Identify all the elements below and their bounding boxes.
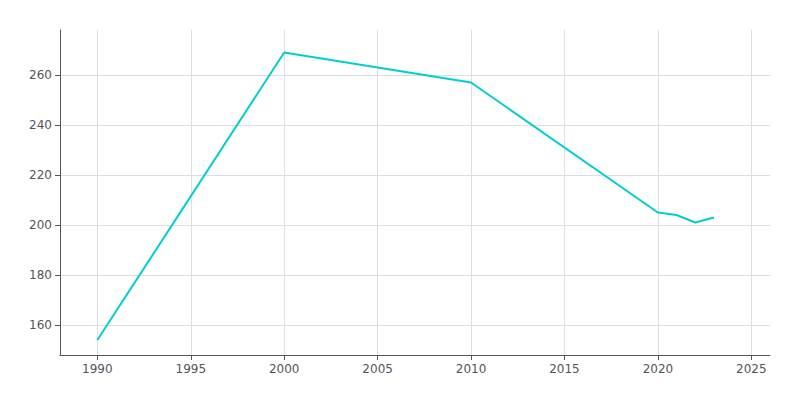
svg-text:160: 160	[29, 318, 52, 332]
svg-text:180: 180	[29, 268, 52, 282]
svg-text:260: 260	[29, 68, 52, 82]
svg-text:2005: 2005	[362, 362, 393, 376]
svg-text:1995: 1995	[176, 362, 207, 376]
svg-text:2000: 2000	[269, 362, 300, 376]
svg-text:240: 240	[29, 118, 52, 132]
svg-text:220: 220	[29, 168, 52, 182]
svg-text:2020: 2020	[643, 362, 674, 376]
svg-text:1990: 1990	[82, 362, 113, 376]
svg-text:2025: 2025	[736, 362, 767, 376]
svg-text:2010: 2010	[456, 362, 487, 376]
svg-text:200: 200	[29, 218, 52, 232]
svg-text:2015: 2015	[549, 362, 580, 376]
